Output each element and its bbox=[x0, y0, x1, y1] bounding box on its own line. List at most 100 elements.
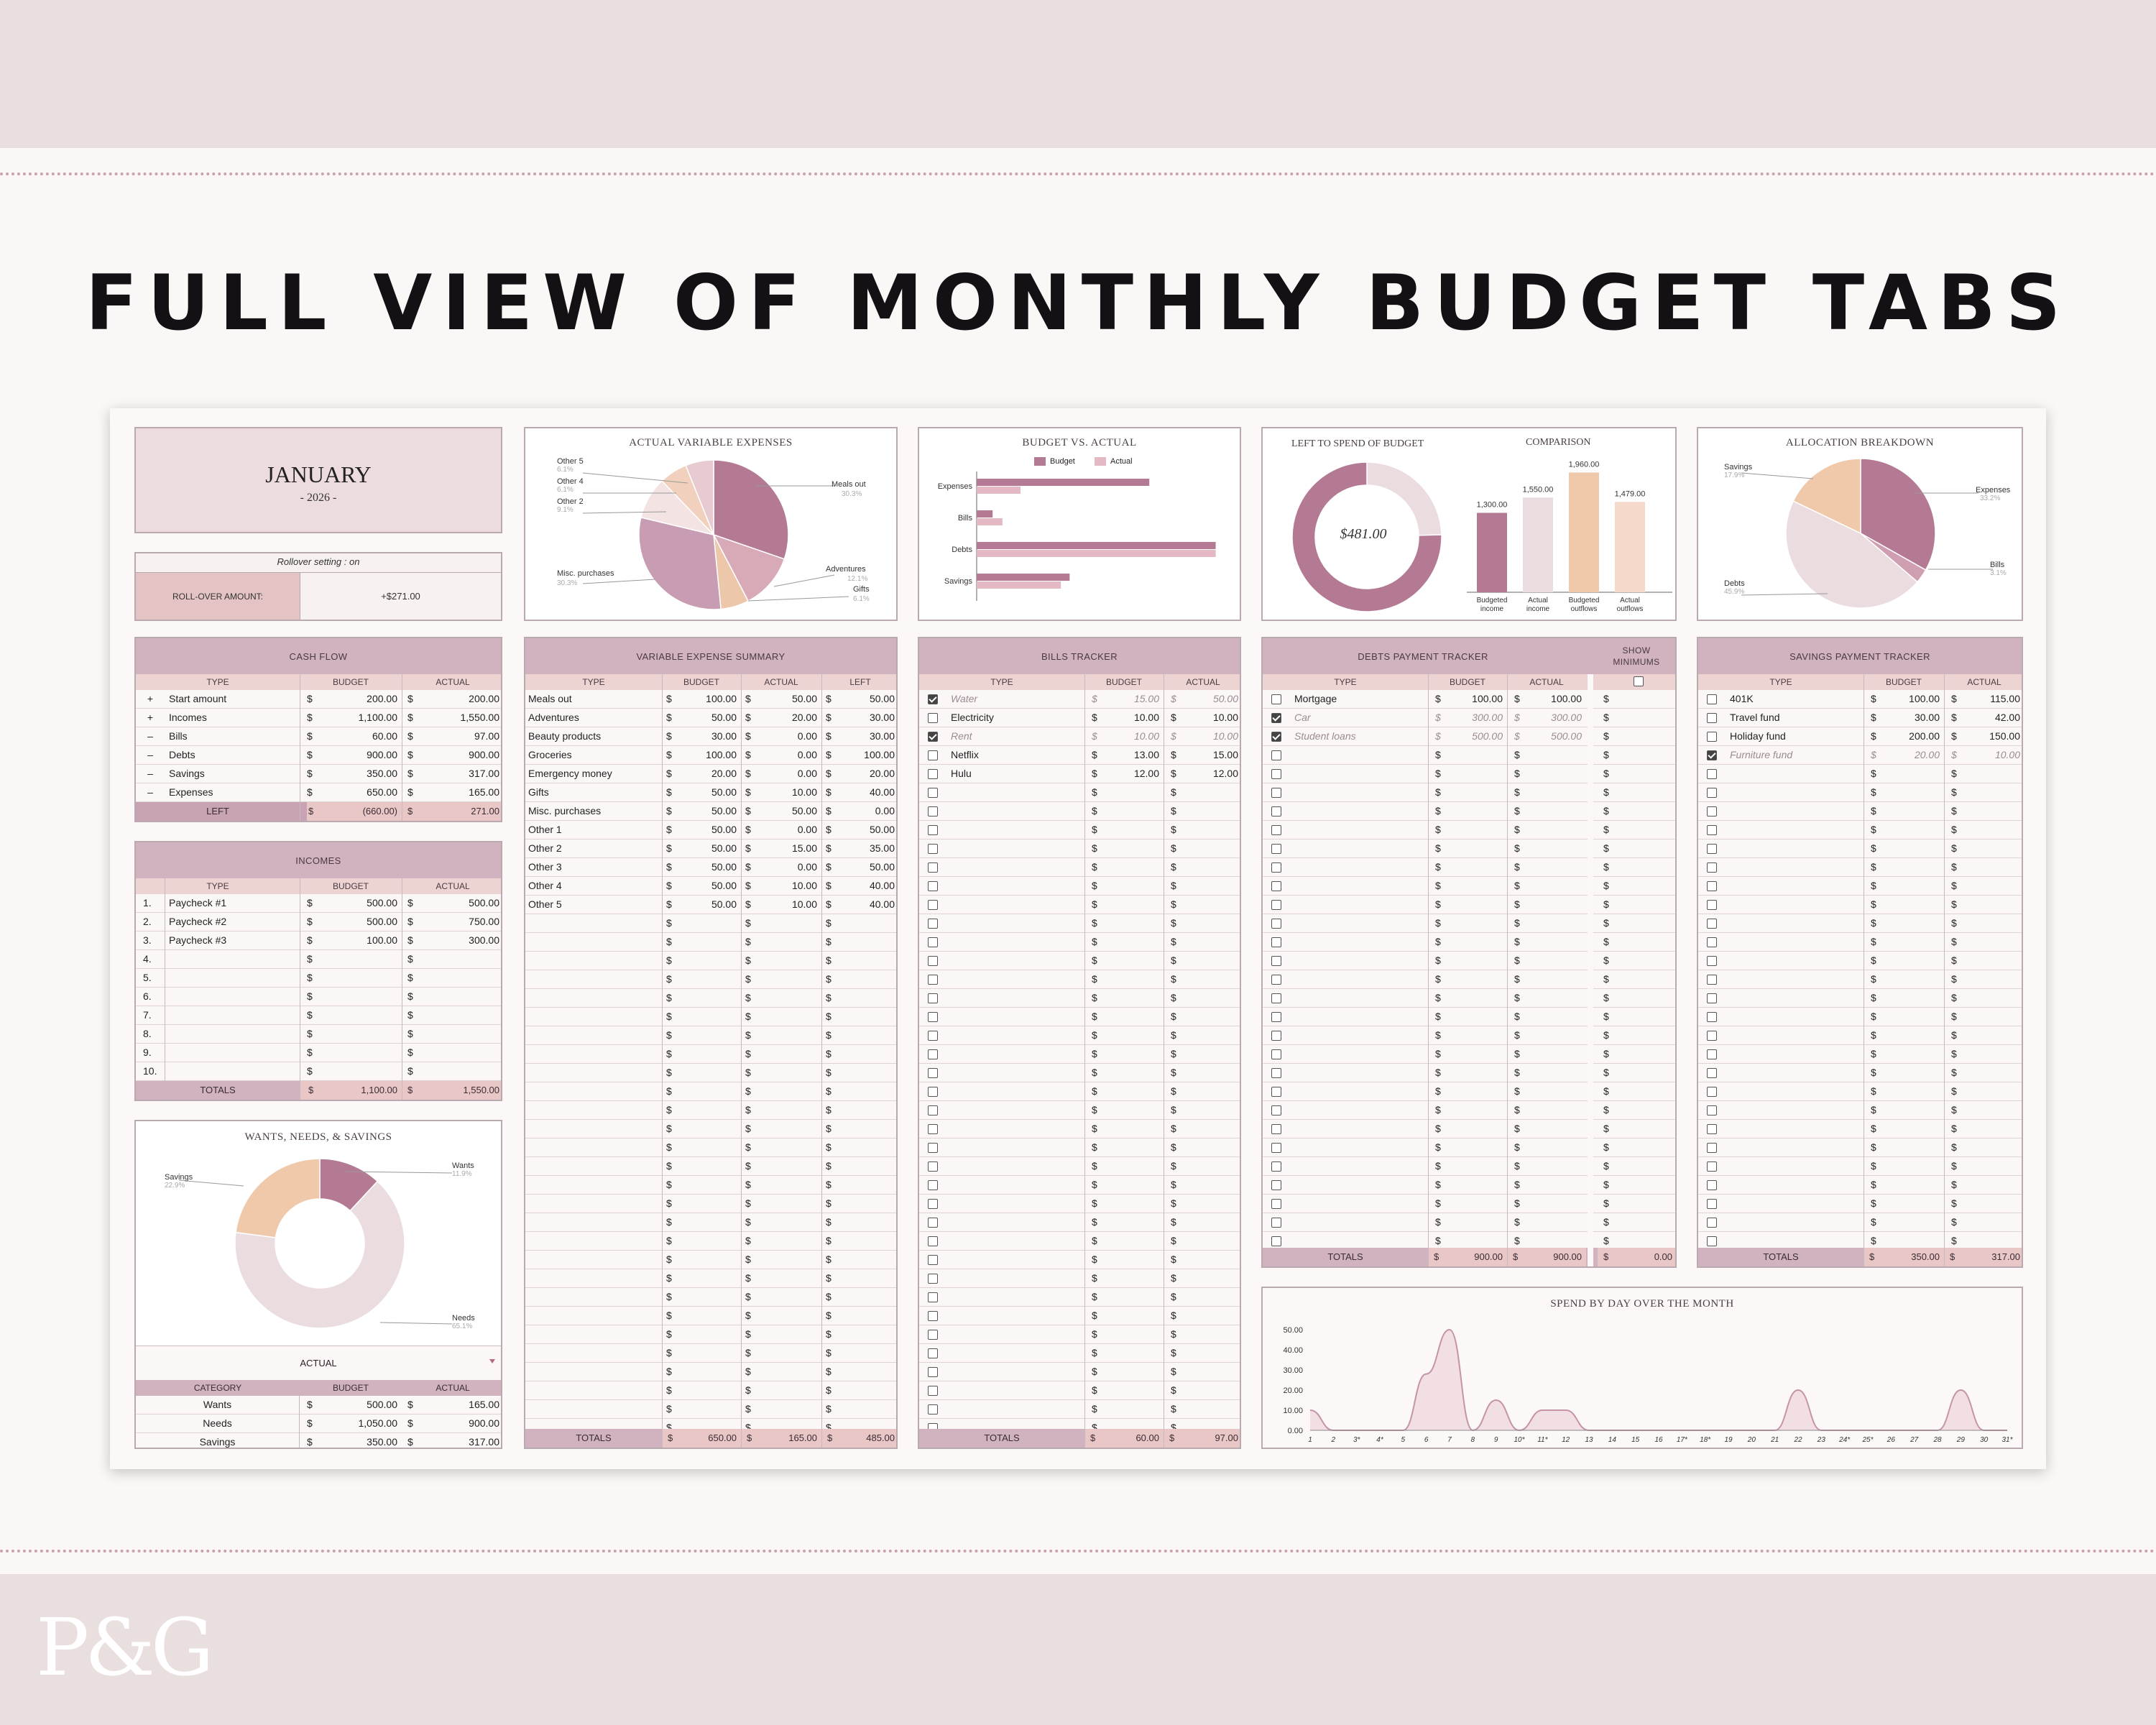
paid-checkbox[interactable] bbox=[928, 1087, 938, 1097]
paid-checkbox[interactable] bbox=[1707, 732, 1717, 742]
paid-checkbox[interactable] bbox=[928, 1386, 938, 1396]
paid-checkbox[interactable] bbox=[928, 1180, 938, 1190]
paid-checkbox[interactable] bbox=[1707, 806, 1717, 816]
paid-checkbox[interactable] bbox=[1271, 1105, 1281, 1116]
paid-checkbox[interactable] bbox=[1707, 1199, 1717, 1209]
paid-checkbox[interactable] bbox=[928, 900, 938, 910]
paid-checkbox[interactable] bbox=[928, 993, 938, 1003]
paid-checkbox[interactable] bbox=[1271, 713, 1281, 723]
paid-checkbox[interactable] bbox=[1707, 750, 1717, 760]
paid-checkbox[interactable] bbox=[928, 1274, 938, 1284]
paid-checkbox[interactable] bbox=[928, 1143, 938, 1153]
paid-checkbox[interactable] bbox=[928, 937, 938, 947]
paid-checkbox[interactable] bbox=[1271, 862, 1281, 873]
paid-checkbox[interactable] bbox=[1707, 844, 1717, 854]
paid-checkbox[interactable] bbox=[928, 1367, 938, 1377]
paid-checkbox[interactable] bbox=[928, 788, 938, 798]
paid-checkbox[interactable] bbox=[1271, 937, 1281, 947]
paid-checkbox[interactable] bbox=[1707, 713, 1717, 723]
paid-checkbox[interactable] bbox=[928, 1218, 938, 1228]
paid-checkbox[interactable] bbox=[1271, 881, 1281, 891]
paid-checkbox[interactable] bbox=[928, 769, 938, 779]
show-minimums-checkbox[interactable] bbox=[1634, 676, 1644, 686]
paid-checkbox[interactable] bbox=[1271, 1143, 1281, 1153]
paid-checkbox[interactable] bbox=[928, 713, 938, 723]
paid-checkbox[interactable] bbox=[1271, 975, 1281, 985]
paid-checkbox[interactable] bbox=[1271, 1180, 1281, 1190]
paid-checkbox[interactable] bbox=[1271, 806, 1281, 816]
paid-checkbox[interactable] bbox=[928, 1348, 938, 1358]
paid-checkbox[interactable] bbox=[1707, 862, 1717, 873]
paid-checkbox[interactable] bbox=[1271, 956, 1281, 966]
paid-checkbox[interactable] bbox=[1707, 975, 1717, 985]
paid-checkbox[interactable] bbox=[928, 862, 938, 873]
paid-checkbox[interactable] bbox=[1707, 881, 1717, 891]
paid-checkbox[interactable] bbox=[1271, 769, 1281, 779]
paid-checkbox[interactable] bbox=[1707, 769, 1717, 779]
paid-checkbox[interactable] bbox=[928, 919, 938, 929]
paid-checkbox[interactable] bbox=[1271, 844, 1281, 854]
paid-checkbox[interactable] bbox=[1271, 1124, 1281, 1134]
paid-checkbox[interactable] bbox=[1271, 1012, 1281, 1022]
paid-checkbox[interactable] bbox=[1271, 919, 1281, 929]
paid-checkbox[interactable] bbox=[1707, 956, 1717, 966]
paid-checkbox[interactable] bbox=[1271, 1068, 1281, 1078]
paid-checkbox[interactable] bbox=[1271, 1162, 1281, 1172]
paid-checkbox[interactable] bbox=[928, 1124, 938, 1134]
paid-checkbox[interactable] bbox=[1707, 1162, 1717, 1172]
paid-checkbox[interactable] bbox=[1707, 825, 1717, 835]
paid-checkbox[interactable] bbox=[1707, 937, 1717, 947]
rollover-setting[interactable]: Rollover setting : on bbox=[277, 556, 360, 567]
paid-checkbox[interactable] bbox=[928, 1105, 938, 1116]
paid-checkbox[interactable] bbox=[928, 1404, 938, 1414]
paid-checkbox[interactable] bbox=[1271, 694, 1281, 704]
paid-checkbox[interactable] bbox=[928, 825, 938, 835]
paid-checkbox[interactable] bbox=[928, 956, 938, 966]
paid-checkbox[interactable] bbox=[1707, 1124, 1717, 1134]
paid-checkbox[interactable] bbox=[1707, 1180, 1717, 1190]
paid-checkbox[interactable] bbox=[1271, 1087, 1281, 1097]
paid-checkbox[interactable] bbox=[1707, 1143, 1717, 1153]
paid-checkbox[interactable] bbox=[1707, 1031, 1717, 1041]
paid-checkbox[interactable] bbox=[1271, 750, 1281, 760]
paid-checkbox[interactable] bbox=[928, 732, 938, 742]
paid-checkbox[interactable] bbox=[1271, 900, 1281, 910]
paid-checkbox[interactable] bbox=[1707, 694, 1717, 704]
paid-checkbox[interactable] bbox=[928, 1199, 938, 1209]
paid-checkbox[interactable] bbox=[928, 1292, 938, 1302]
paid-checkbox[interactable] bbox=[1707, 1049, 1717, 1059]
paid-checkbox[interactable] bbox=[1707, 1068, 1717, 1078]
paid-checkbox[interactable] bbox=[928, 1049, 938, 1059]
paid-checkbox[interactable] bbox=[928, 1236, 938, 1246]
paid-checkbox[interactable] bbox=[928, 975, 938, 985]
paid-checkbox[interactable] bbox=[1271, 1218, 1281, 1228]
paid-checkbox[interactable] bbox=[928, 1068, 938, 1078]
paid-checkbox[interactable] bbox=[928, 1012, 938, 1022]
paid-checkbox[interactable] bbox=[1707, 1236, 1717, 1246]
paid-checkbox[interactable] bbox=[1271, 1031, 1281, 1041]
paid-checkbox[interactable] bbox=[1707, 1087, 1717, 1097]
paid-checkbox[interactable] bbox=[928, 1330, 938, 1340]
paid-checkbox[interactable] bbox=[928, 844, 938, 854]
paid-checkbox[interactable] bbox=[928, 1311, 938, 1321]
paid-checkbox[interactable] bbox=[1271, 825, 1281, 835]
paid-checkbox[interactable] bbox=[1707, 1012, 1717, 1022]
paid-checkbox[interactable] bbox=[928, 881, 938, 891]
paid-checkbox[interactable] bbox=[928, 694, 938, 704]
paid-checkbox[interactable] bbox=[928, 750, 938, 760]
paid-checkbox[interactable] bbox=[1707, 1105, 1717, 1116]
paid-checkbox[interactable] bbox=[1707, 1218, 1717, 1228]
paid-checkbox[interactable] bbox=[928, 1255, 938, 1265]
paid-checkbox[interactable] bbox=[1707, 900, 1717, 910]
paid-checkbox[interactable] bbox=[928, 1031, 938, 1041]
paid-checkbox[interactable] bbox=[1271, 788, 1281, 798]
paid-checkbox[interactable] bbox=[1707, 993, 1717, 1003]
paid-checkbox[interactable] bbox=[1707, 788, 1717, 798]
paid-checkbox[interactable] bbox=[1271, 1236, 1281, 1246]
paid-checkbox[interactable] bbox=[1271, 1199, 1281, 1209]
actual-dropdown[interactable]: ACTUAL bbox=[136, 1346, 501, 1380]
paid-checkbox[interactable] bbox=[1707, 919, 1717, 929]
paid-checkbox[interactable] bbox=[1271, 1049, 1281, 1059]
paid-checkbox[interactable] bbox=[1271, 993, 1281, 1003]
paid-checkbox[interactable] bbox=[928, 1162, 938, 1172]
